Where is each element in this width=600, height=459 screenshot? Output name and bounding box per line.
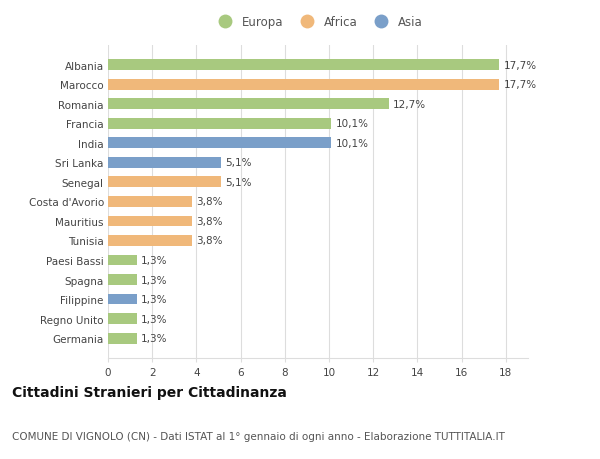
Text: 3,8%: 3,8%	[196, 197, 223, 207]
Bar	[108, 333, 137, 344]
Text: 17,7%: 17,7%	[503, 80, 537, 90]
Text: 3,8%: 3,8%	[196, 217, 223, 226]
Bar	[108, 294, 137, 305]
Text: 1,3%: 1,3%	[141, 256, 167, 265]
Bar	[108, 99, 389, 110]
Text: 1,3%: 1,3%	[141, 314, 167, 324]
Bar	[108, 177, 221, 188]
Text: 12,7%: 12,7%	[393, 100, 426, 109]
Text: 10,1%: 10,1%	[335, 139, 368, 148]
Bar	[108, 235, 192, 246]
Bar	[108, 60, 499, 71]
Text: 10,1%: 10,1%	[335, 119, 368, 129]
Text: COMUNE DI VIGNOLO (CN) - Dati ISTAT al 1° gennaio di ogni anno - Elaborazione TU: COMUNE DI VIGNOLO (CN) - Dati ISTAT al 1…	[12, 431, 505, 441]
Text: 17,7%: 17,7%	[503, 61, 537, 70]
Bar	[108, 216, 192, 227]
Bar	[108, 118, 331, 129]
Bar	[108, 157, 221, 168]
Text: 1,3%: 1,3%	[141, 295, 167, 304]
Text: 5,1%: 5,1%	[225, 178, 251, 187]
Text: 1,3%: 1,3%	[141, 334, 167, 343]
Bar	[108, 138, 331, 149]
Bar	[108, 79, 499, 90]
Bar	[108, 313, 137, 325]
Bar	[108, 196, 192, 207]
Bar	[108, 255, 137, 266]
Text: 3,8%: 3,8%	[196, 236, 223, 246]
Text: 5,1%: 5,1%	[225, 158, 251, 168]
Bar	[108, 274, 137, 285]
Text: 1,3%: 1,3%	[141, 275, 167, 285]
Legend: Europa, Africa, Asia: Europa, Africa, Asia	[209, 11, 427, 34]
Text: Cittadini Stranieri per Cittadinanza: Cittadini Stranieri per Cittadinanza	[12, 386, 287, 399]
